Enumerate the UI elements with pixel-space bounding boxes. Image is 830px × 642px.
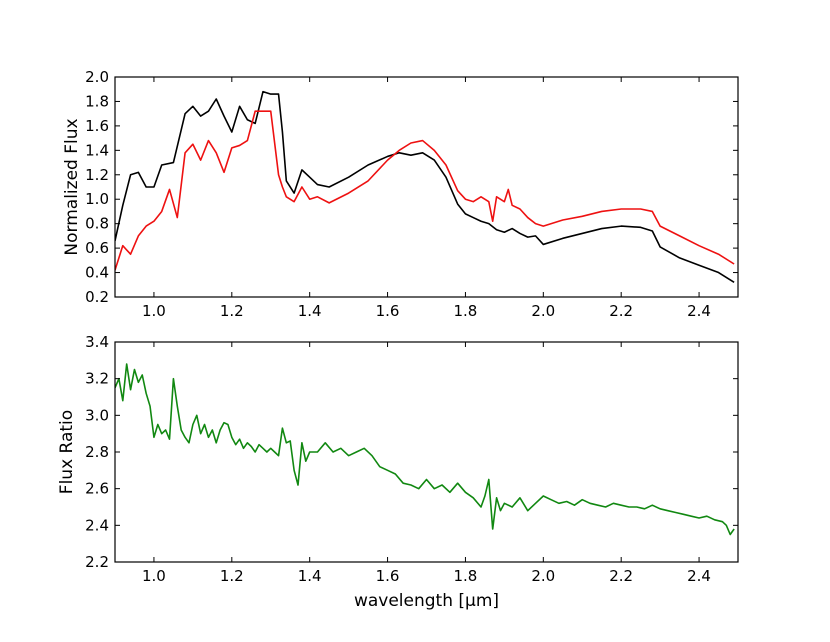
series-line-0 [115,90,735,284]
y-tick-label: 2.2 [85,553,109,571]
x-tick-label: 1.8 [454,567,478,585]
x-tick-label: 2.4 [687,567,711,585]
y-tick-label: 2.6 [85,480,109,498]
y-tick-label: 0.4 [85,264,109,282]
y-tick-label: 1.8 [85,92,109,110]
y-tick-label: 2.4 [85,516,109,534]
x-tick-label: 1.2 [220,567,244,585]
y-tick-label: 0.2 [85,288,109,306]
y-tick-label: 2.0 [85,68,109,86]
x-tick-label: 1.6 [376,302,400,320]
axes-frame [114,341,739,563]
y-axis-label: Flux Ratio [57,410,77,494]
x-tick-label: 1.0 [142,567,166,585]
normalized-flux-plot: 1.0 1.2 1.4 1.6 1.8 2.0 2.2 2.4 0.2 0.4 0.6 0.8 1.0 1… [62,68,739,320]
x-axis-label: wavelength [μm] [354,591,499,611]
x-tick-label: 1.0 [142,302,166,320]
y-tick-label: 2.8 [85,443,109,461]
x-tick-label: 2.2 [609,567,633,585]
y-axis-label: Normalized Flux [62,118,82,255]
y-tick-label: 1.2 [85,166,109,184]
x-tick-label: 2.0 [531,567,555,585]
y-tick-label: 0.6 [85,239,109,257]
x-tick-label: 1.2 [220,302,244,320]
x-tick-label: 2.2 [609,302,633,320]
y-tick-label: 1.0 [85,190,109,208]
x-tick-label: 2.0 [531,302,555,320]
y-tick-label: 3.2 [85,370,109,388]
x-tick-label: 1.6 [376,567,400,585]
series-line-1 [115,110,735,271]
y-tick-label: 0.8 [85,215,109,233]
axes-frame [114,76,739,298]
y-tick-label: 3.4 [85,333,109,351]
x-tick-label: 2.4 [687,302,711,320]
x-tick-label: 1.8 [454,302,478,320]
series-line-0 [115,363,735,536]
flux-ratio-plot: 1.0 1.2 1.4 1.6 1.8 2.0 2.2 2.4 2.2 2.4 2.6 2.8 3.0 3… [57,333,739,611]
x-tick-label: 1.4 [298,302,322,320]
y-tick-label: 1.6 [85,117,109,135]
y-tick-label: 1.4 [85,141,109,159]
y-tick-label: 3.0 [85,406,109,424]
x-tick-label: 1.4 [298,567,322,585]
